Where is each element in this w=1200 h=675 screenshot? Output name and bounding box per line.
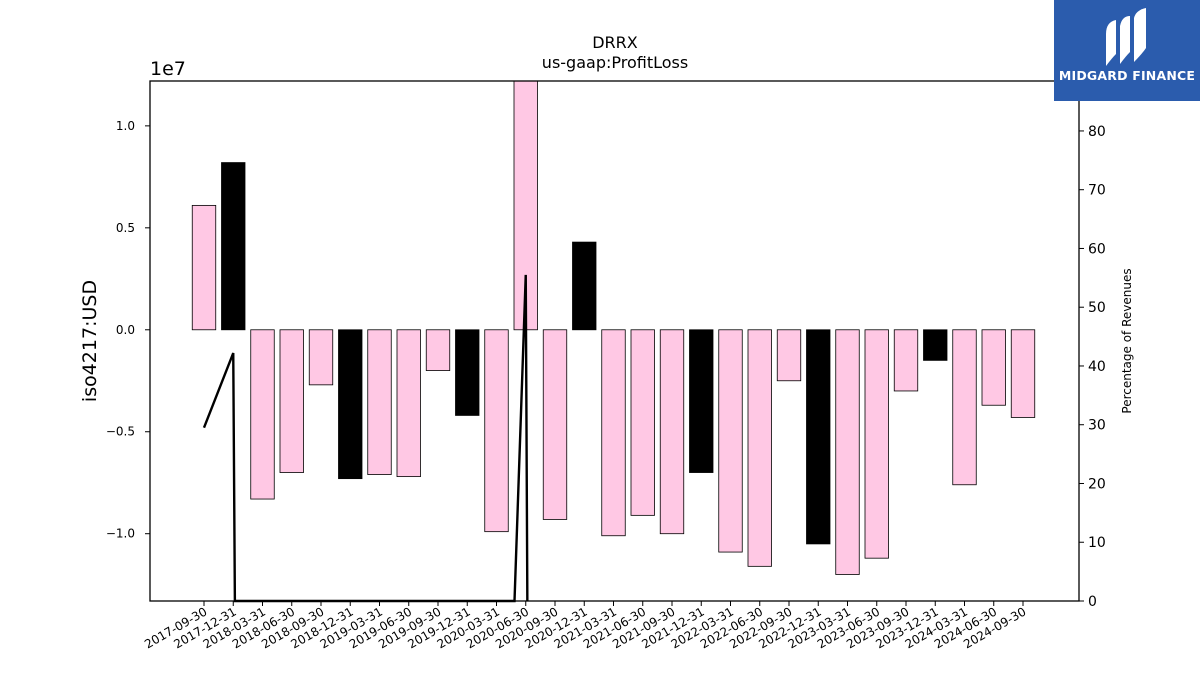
axes-layer xyxy=(149,80,1080,602)
y2-tick-label: 60 xyxy=(1088,241,1106,257)
y2-tick-label: 80 xyxy=(1088,124,1106,140)
y-tick-label: 0.0 xyxy=(116,323,135,337)
y2-tick-label: 50 xyxy=(1088,300,1106,316)
midgard-finance-logo: MIDGARD FINANCE xyxy=(1054,0,1200,101)
bar-2024-06-30 xyxy=(981,329,1006,406)
y2-tick-label: 0 xyxy=(1088,594,1097,610)
bar-2023-09-30 xyxy=(893,329,919,392)
left-axis-ticks: 1.0 0.5 0.0 −0.5 −1.0 xyxy=(106,119,150,541)
bar-2020-03-31 xyxy=(484,329,509,533)
logo-text: MIDGARD FINANCE xyxy=(1058,68,1196,83)
bar-2017-09-30 xyxy=(191,204,217,331)
y-tick-label: 1.0 xyxy=(116,119,135,133)
bar-2020-09-30 xyxy=(542,329,568,520)
right-axis-ticks: 0 10 20 30 40 50 60 70 80 xyxy=(1079,124,1106,610)
bar-2023-06-30 xyxy=(864,329,889,559)
bar-2022-06-30 xyxy=(747,329,772,567)
bar-2021-12-31 xyxy=(689,329,714,473)
bar-2022-09-30 xyxy=(776,329,802,382)
bar-2020-12-31 xyxy=(572,241,597,331)
bar-2022-03-31 xyxy=(718,329,743,553)
bar-2018-06-30 xyxy=(279,329,304,473)
y2-tick-label: 10 xyxy=(1088,535,1106,551)
y2-tick-label: 40 xyxy=(1088,359,1106,375)
x-axis-ticks: 2017-09-302017-12-312018-03-312018-06-30… xyxy=(142,601,1029,651)
bar-2019-09-30 xyxy=(425,329,451,371)
bar-2021-06-30 xyxy=(630,329,655,516)
bar-2024-09-30 xyxy=(1010,329,1036,418)
bar-2022-12-31 xyxy=(806,329,831,545)
y2-tick-label: 30 xyxy=(1088,418,1106,434)
y-tick-label: −0.5 xyxy=(106,425,135,439)
bar-2023-03-31 xyxy=(835,329,860,575)
plot-frame xyxy=(149,80,1080,602)
midgard-logo-icon xyxy=(1106,8,1146,66)
chart-subtitle: us-gaap:ProfitLoss xyxy=(542,53,688,72)
chart-title: DRRX xyxy=(592,33,638,52)
bar-2021-09-30 xyxy=(659,329,685,535)
bar-2019-03-31 xyxy=(367,329,392,475)
bars-layer xyxy=(191,80,1036,575)
bar-2019-06-30 xyxy=(396,329,421,478)
y2-tick-label: 70 xyxy=(1088,183,1106,199)
bar-2024-03-31 xyxy=(952,329,977,486)
bar-2018-09-30 xyxy=(308,329,334,386)
y-offset-label: 1e7 xyxy=(150,58,186,80)
bar-2017-12-31 xyxy=(221,162,246,331)
y2-axis-label: Percentage of Revenues xyxy=(1120,268,1134,413)
y2-tick-label: 20 xyxy=(1088,476,1106,492)
bar-2019-12-31 xyxy=(455,329,480,416)
bar-2021-03-31 xyxy=(601,329,626,537)
bar-2018-03-31 xyxy=(250,329,275,500)
y-tick-label: 0.5 xyxy=(116,221,135,235)
bar-2018-12-31 xyxy=(338,329,363,480)
y-tick-label: −1.0 xyxy=(106,527,135,541)
y-axis-label: iso4217:USD xyxy=(79,280,101,402)
bar-2023-12-31 xyxy=(923,329,948,361)
